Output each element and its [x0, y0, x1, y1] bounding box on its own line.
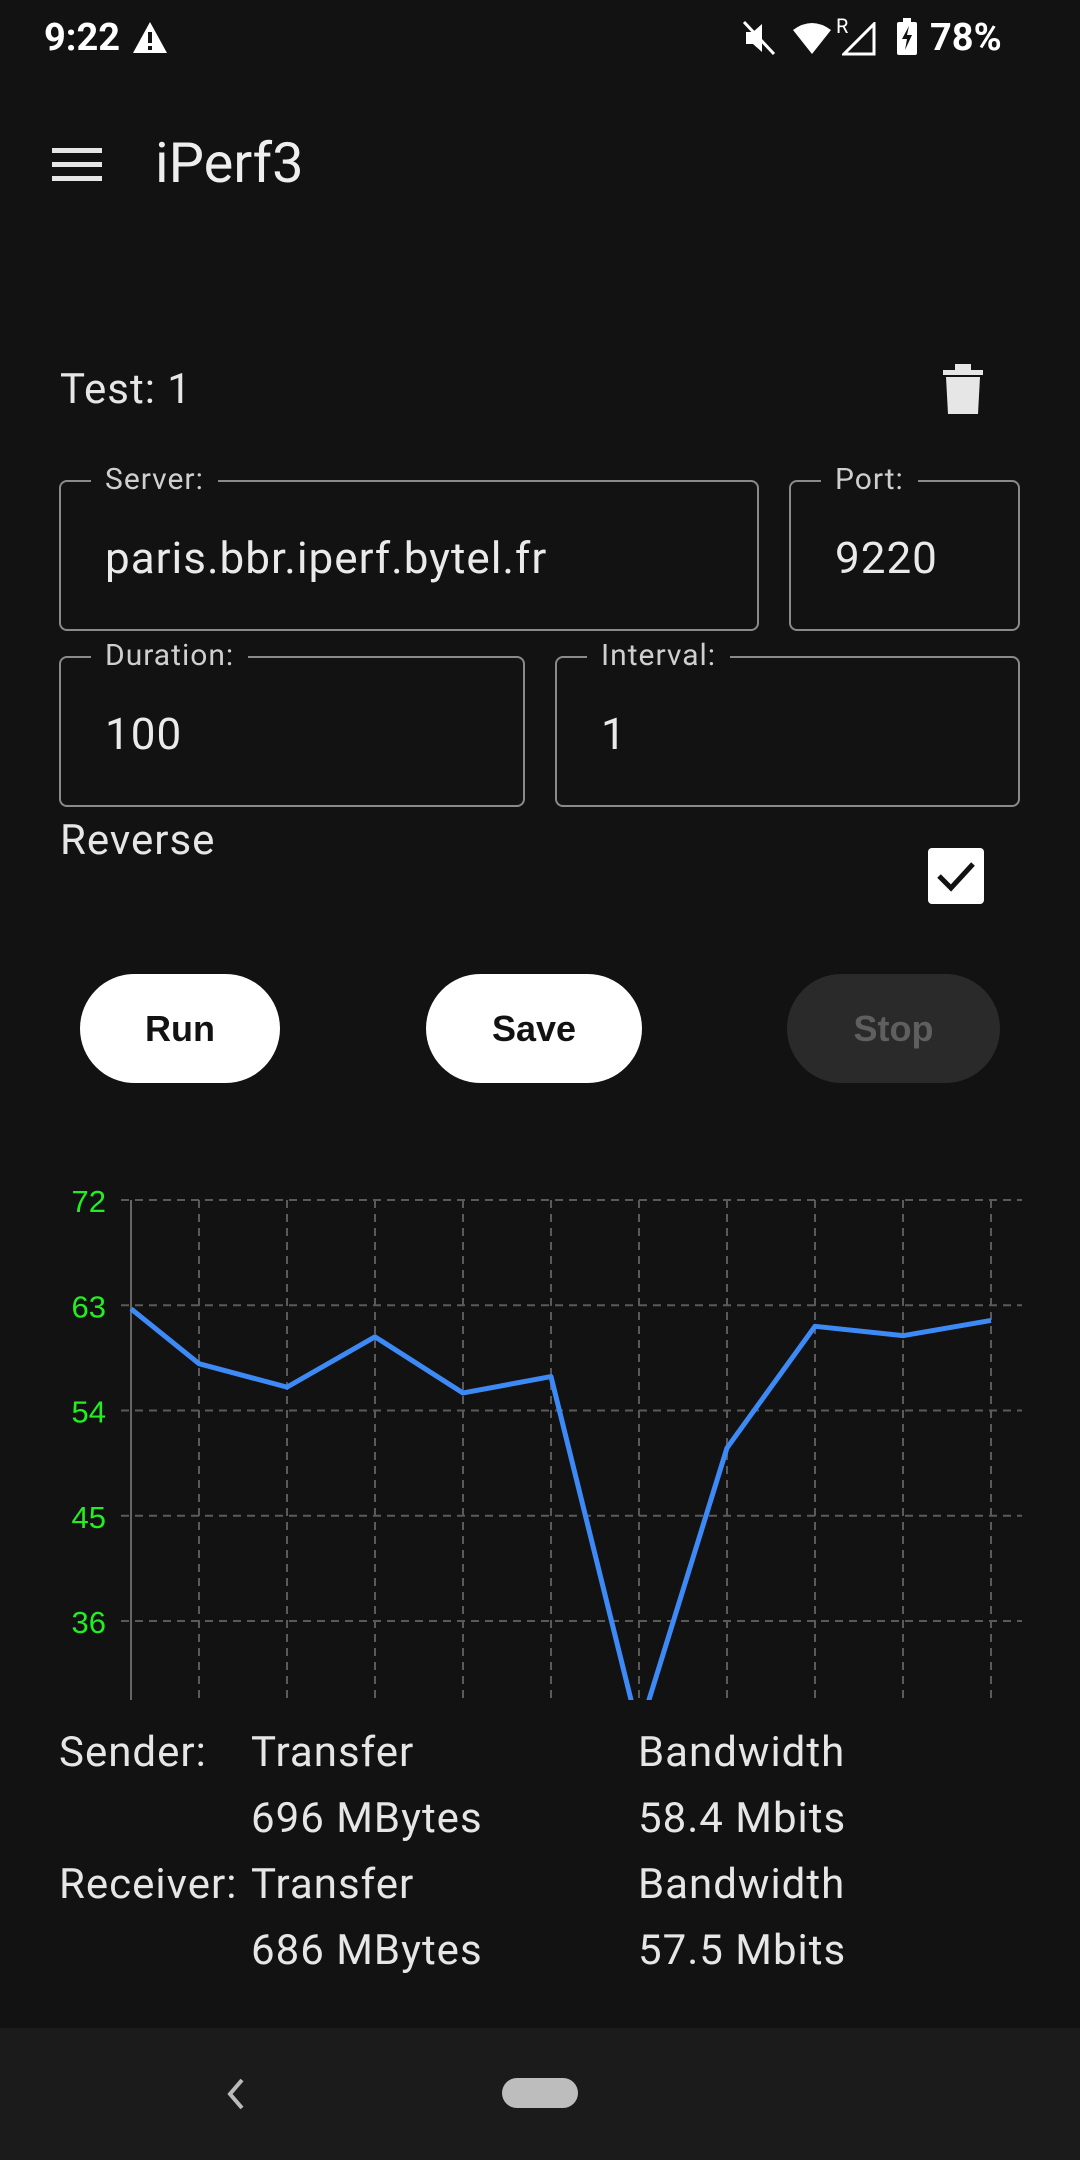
y-tick-label: 63 [72, 1289, 106, 1324]
receiver-label: Receiver: [59, 1860, 238, 1909]
duration-label: Duration: [91, 638, 249, 673]
save-button[interactable]: Save [426, 974, 642, 1083]
server-label: Server: [91, 462, 218, 497]
home-pill[interactable] [502, 2078, 578, 2108]
stop-button[interactable]: Stop [787, 974, 1000, 1083]
duration-input[interactable]: 100 [105, 708, 183, 760]
wifi-icon [793, 23, 831, 54]
server-input[interactable]: paris.bbr.iperf.bytel.fr [105, 532, 548, 584]
status-bar: 9:22 R 78% [0, 0, 1080, 80]
reverse-checkbox[interactable] [928, 848, 984, 904]
receiver-transfer-label: Transfer [251, 1860, 415, 1909]
receiver-bandwidth-value: 57.5 Mbits [638, 1926, 847, 1975]
server-field[interactable]: Server: paris.bbr.iperf.bytel.fr [59, 462, 759, 631]
run-button[interactable]: Run [80, 974, 280, 1083]
port-label: Port: [821, 462, 918, 497]
receiver-transfer-value: 686 MBytes [251, 1926, 483, 1975]
app-title: iPerf3 [155, 130, 304, 196]
mute-icon [742, 20, 776, 56]
hamburger-icon[interactable] [52, 146, 102, 184]
sender-label: Sender: [59, 1728, 207, 1777]
test-label: Test: 1 [60, 365, 192, 414]
series-line-0 [129, 1306, 992, 1700]
duration-field[interactable]: Duration: 100 [59, 638, 525, 807]
trash-icon[interactable] [943, 364, 983, 416]
roaming-indicator: R [836, 14, 849, 38]
battery-charging-icon [897, 18, 917, 55]
checkmark-icon [937, 862, 975, 892]
y-tick-label: 36 [72, 1605, 106, 1640]
sender-bandwidth-value: 58.4 Mbits [638, 1794, 847, 1843]
receiver-bandwidth-label: Bandwidth [638, 1860, 846, 1909]
y-tick-label: 54 [72, 1395, 106, 1430]
interval-label: Interval: [587, 638, 731, 673]
bandwidth-chart: 091827364554637290919293949596979899 [72, 1184, 1022, 1700]
y-tick-label: 72 [72, 1184, 106, 1219]
sender-transfer-label: Transfer [251, 1728, 415, 1777]
alert-icon [133, 22, 167, 53]
interval-field[interactable]: Interval: 1 [555, 638, 1020, 807]
port-input[interactable]: 9220 [835, 532, 938, 584]
navigation-bar [0, 2028, 1080, 2160]
reverse-label: Reverse [60, 816, 216, 865]
clock: 9:22 [44, 16, 121, 60]
port-field[interactable]: Port: 9220 [789, 462, 1020, 631]
y-tick-label: 45 [72, 1500, 106, 1535]
interval-input[interactable]: 1 [601, 708, 627, 760]
battery-percent: 78% [930, 16, 1002, 60]
sender-transfer-value: 696 MBytes [251, 1794, 483, 1843]
signal-icon [842, 22, 876, 56]
back-icon[interactable] [224, 2076, 248, 2112]
sender-bandwidth-label: Bandwidth [638, 1728, 846, 1777]
